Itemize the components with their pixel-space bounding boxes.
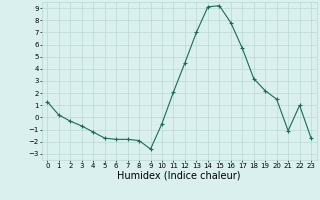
X-axis label: Humidex (Indice chaleur): Humidex (Indice chaleur) xyxy=(117,170,241,180)
